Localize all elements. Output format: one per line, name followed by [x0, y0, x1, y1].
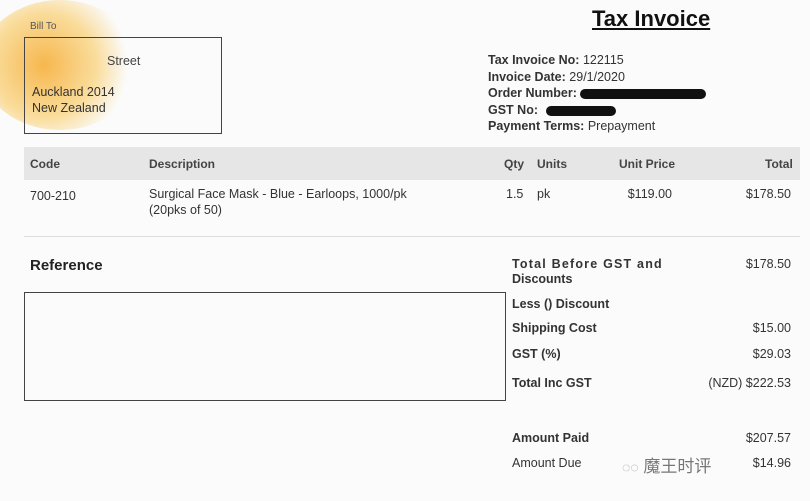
meta-gst-no: GST No: — [488, 102, 655, 119]
bill-to-city: Auckland 2014 — [32, 85, 115, 99]
cell-unit-price: $119.00 — [627, 187, 672, 201]
bill-to-box — [24, 37, 222, 134]
gst-label: GST (%) — [512, 347, 561, 361]
watermark: ◌◌ 魔王时评 — [622, 457, 712, 476]
reference-box — [24, 292, 506, 401]
cell-total: $178.50 — [745, 187, 791, 201]
meta-invoice-no: Tax Invoice No: 122115 — [488, 53, 624, 67]
amount-paid-label: Amount Paid — [512, 431, 590, 445]
cell-description: Surgical Face Mask - Blue - Earloops, 10… — [149, 187, 407, 201]
shipping-value: $15.00 — [752, 321, 791, 335]
wechat-icon: ◌◌ — [622, 459, 639, 475]
meta-invoice-date: Invoice Date: 29/1/2020 — [488, 69, 625, 84]
col-total: Total — [765, 157, 793, 171]
cell-description-2: (20pks of 50) — [149, 203, 222, 217]
cell-code: 700-210 — [30, 189, 76, 203]
redaction-blur — [0, 0, 140, 130]
meta-payment-terms: Payment Terms: Prepayment — [488, 119, 656, 133]
bill-to-country: New Zealand — [32, 101, 106, 115]
cell-qty: 1.5 — [506, 187, 524, 201]
redaction — [580, 89, 706, 99]
invoice-meta: Tax Invoice No: 122115 Invoice Date: 29/… — [488, 52, 706, 135]
bill-to-street: Street — [107, 54, 141, 68]
gst-value: $29.03 — [752, 347, 791, 361]
redaction — [546, 105, 616, 116]
total-before-gst-label-2: Discounts — [512, 272, 573, 286]
col-code: Code — [30, 157, 60, 171]
shipping-label: Shipping Cost — [512, 321, 597, 335]
table-header — [24, 147, 800, 180]
amount-paid-value: $207.57 — [745, 431, 791, 445]
amount-due-label: Amount Due — [512, 456, 582, 470]
col-units: Units — [537, 157, 567, 171]
total-before-gst-value: $178.50 — [745, 257, 791, 271]
total-inc-gst-value: (NZD) $222.53 — [708, 376, 791, 390]
amount-due-value: $14.96 — [752, 456, 791, 470]
col-description: Description — [149, 157, 216, 171]
meta-order-number: Order Number: — [488, 85, 706, 102]
total-inc-gst-label: Total Inc GST — [512, 376, 592, 390]
cell-units: pk — [537, 187, 551, 201]
col-unit-price: Unit Price — [619, 157, 676, 171]
col-qty: Qty — [504, 157, 525, 171]
discount-label: Less () Discount — [512, 297, 610, 311]
invoice-title: Tax Invoice — [592, 6, 711, 31]
total-before-gst-label: Total Before GST and — [512, 257, 663, 271]
divider — [24, 236, 800, 237]
bill-to-label: Bill To — [30, 21, 57, 32]
reference-label: Reference — [30, 257, 103, 274]
